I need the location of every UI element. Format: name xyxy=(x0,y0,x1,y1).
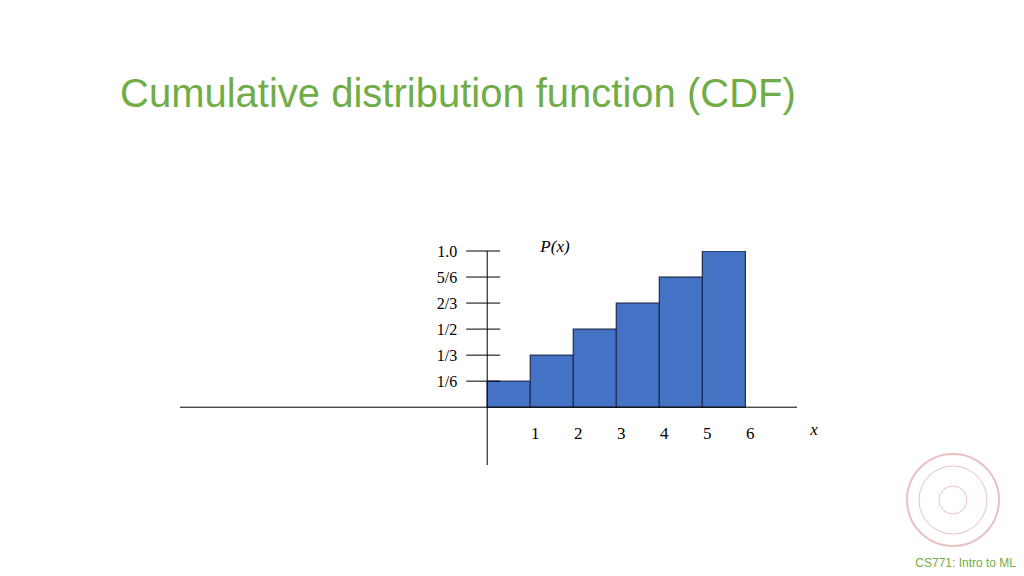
x-tick-label: 4 xyxy=(660,424,669,443)
x-tick-label: 3 xyxy=(617,424,626,443)
logo-ring xyxy=(907,454,999,546)
bar xyxy=(702,251,745,407)
bars xyxy=(487,251,745,407)
x-axis xyxy=(180,407,797,408)
slide: Cumulative distribution function (CDF) 1/… xyxy=(0,0,1024,576)
x-tick-label: 6 xyxy=(746,424,755,443)
x-tick-label: 2 xyxy=(574,424,583,443)
y-tick xyxy=(466,277,500,278)
y-tick xyxy=(466,381,500,382)
y-tick-label: 1/2 xyxy=(437,321,457,338)
logo-core xyxy=(939,486,967,514)
y-tick-label: 1/3 xyxy=(437,347,457,364)
y-label: P(x) xyxy=(539,237,570,256)
y-tick-label: 5/6 xyxy=(437,269,457,286)
y-tick-label: 2/3 xyxy=(437,295,457,312)
bar xyxy=(487,381,530,407)
y-tick xyxy=(466,303,500,304)
x-tick-label: 1 xyxy=(531,424,540,443)
bar xyxy=(573,329,616,407)
footer: CS771: Intro to ML xyxy=(915,556,1016,570)
y-axis xyxy=(487,251,488,465)
y-tick-label: 1/6 xyxy=(437,373,457,390)
bar xyxy=(530,355,573,407)
logo-ring xyxy=(919,466,987,534)
y-tick-label: 1.0 xyxy=(437,243,457,260)
x-label: x xyxy=(809,420,818,439)
logo xyxy=(907,454,999,546)
bar xyxy=(659,277,702,407)
title: Cumulative distribution function (CDF) xyxy=(120,71,796,115)
x-tick-label: 5 xyxy=(703,424,712,443)
y-tick xyxy=(466,251,500,252)
bar xyxy=(616,303,659,407)
y-tick xyxy=(466,355,500,356)
y-tick xyxy=(466,329,500,330)
